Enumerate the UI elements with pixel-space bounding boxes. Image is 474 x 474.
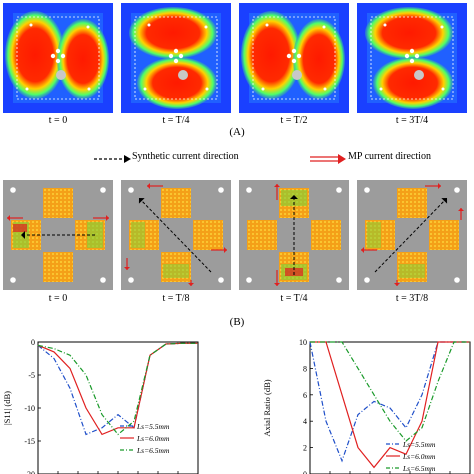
plate-plot xyxy=(239,180,349,290)
field-plot xyxy=(239,3,349,113)
legend-label: Ls=6.5mm xyxy=(136,446,170,455)
time-label: t = 0 xyxy=(48,115,68,126)
field-plot xyxy=(357,3,467,113)
field-panel xyxy=(239,3,349,113)
plate-plot xyxy=(3,180,113,290)
y-tick-label: -5 xyxy=(28,371,35,380)
plate-plot xyxy=(121,180,231,290)
series-line xyxy=(37,342,198,436)
plate-panel xyxy=(357,180,467,290)
field-plot xyxy=(3,3,113,113)
legend-label: Ls=5.5mm xyxy=(402,440,436,449)
plate-panel xyxy=(239,180,349,290)
time-label: t = 0 xyxy=(48,293,68,304)
y-tick-label: -15 xyxy=(24,437,35,446)
time-label: t = T/2 xyxy=(280,115,308,126)
y-tick-label: -10 xyxy=(24,404,35,413)
time-label: t = T/8 xyxy=(162,293,190,304)
plate-panel xyxy=(3,180,113,290)
y-tick-label: 10 xyxy=(299,338,307,347)
plot-frame xyxy=(37,341,199,474)
y-tick-label: 4 xyxy=(303,417,307,426)
panel-label-a: (A) xyxy=(229,126,245,138)
plot-frame xyxy=(309,341,471,474)
series-line xyxy=(37,342,198,436)
y-tick-label: 0 xyxy=(303,470,307,474)
synthetic-legend-label: Synthetic current direction xyxy=(132,151,239,162)
y-tick-label: 6 xyxy=(303,391,307,400)
legend-label: Ls=6.0mm xyxy=(402,452,436,461)
y-axis-label: |S11| (dB) xyxy=(2,391,12,425)
time-label: t = T/4 xyxy=(280,293,308,304)
series-line xyxy=(309,341,470,463)
legend-label: Ls=6.5mm xyxy=(402,464,436,473)
mp-arrow-icon xyxy=(310,154,346,164)
axial-ratio-chart: 10 8 6 4 2 0 Axial Ratio (dB) Ls=5.5mm Ls=6.0mm L… xyxy=(262,338,471,474)
field-panel xyxy=(121,3,231,113)
field-plot xyxy=(121,3,231,113)
field-panel xyxy=(357,3,467,113)
y-axis-label: Axial Ratio (dB) xyxy=(262,379,272,436)
series-line xyxy=(37,342,198,436)
legend-label: Ls=5.5mm xyxy=(136,422,170,431)
series-line xyxy=(310,341,470,469)
y-tick-label: 8 xyxy=(303,364,307,373)
y-tick-label: -20 xyxy=(24,470,35,474)
plate-plot xyxy=(357,180,467,290)
plate-panel xyxy=(121,180,231,290)
time-label: t = T/4 xyxy=(162,115,190,126)
mp-legend-label: MP current direction xyxy=(348,151,431,162)
current-direction-legend: Synthetic current direction MP current d… xyxy=(92,150,472,166)
s11-chart: 0 -5 -10 -15 -20 |S11| (dB) Ls=5.5mm Ls=6.0mm Ls… xyxy=(2,338,199,474)
synthetic-arrow-icon xyxy=(94,155,131,163)
field-panel xyxy=(3,3,113,113)
time-label: t = 3T/8 xyxy=(395,293,429,304)
time-label: t = 3T/4 xyxy=(395,115,429,126)
y-tick-label: 2 xyxy=(303,444,307,453)
panel-label-b: (B) xyxy=(229,316,245,328)
y-tick-label: 0 xyxy=(31,338,35,347)
legend-label: Ls=6.0mm xyxy=(136,434,170,443)
series-line xyxy=(310,341,470,442)
